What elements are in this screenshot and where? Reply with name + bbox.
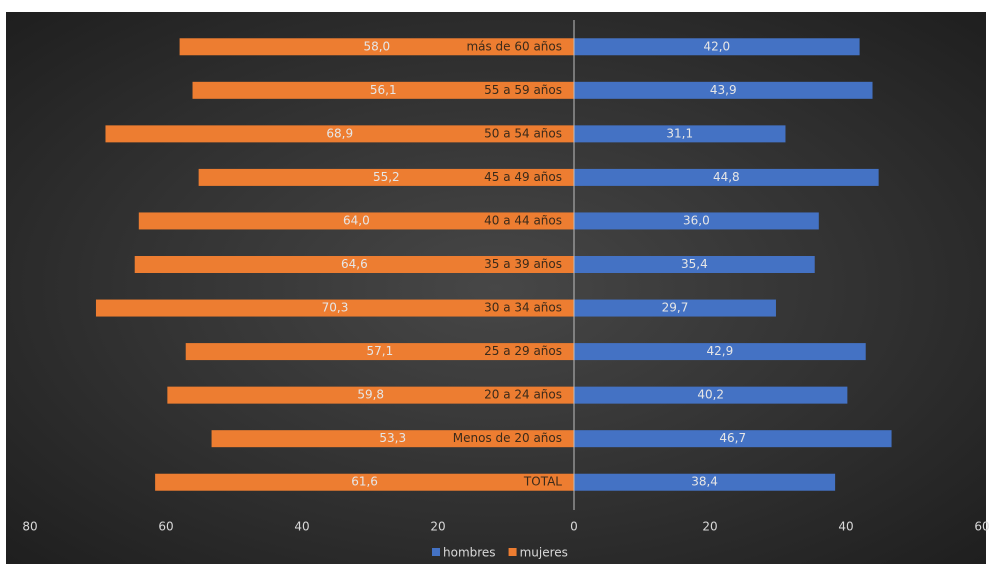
data-label: 70,3: [322, 301, 349, 315]
category-label: 45 a 49 años: [484, 170, 562, 184]
bar: [211, 430, 574, 448]
category-label: 30 a 34 años: [484, 301, 562, 315]
legend-label: mujeres: [520, 546, 568, 560]
data-label: 64,6: [341, 257, 368, 271]
data-label: 53,3: [379, 431, 406, 445]
bar: [574, 38, 860, 56]
data-label: 42,9: [707, 344, 734, 358]
bar: [574, 430, 892, 448]
chart-background: [6, 12, 986, 564]
data-label: 61,6: [351, 475, 378, 489]
bar: [167, 386, 575, 404]
bar: [155, 473, 574, 491]
legend-swatch: [432, 548, 440, 556]
bar: [105, 125, 574, 143]
bar: [138, 212, 575, 230]
data-label: 68,9: [326, 126, 353, 140]
legend-swatch: [508, 548, 517, 556]
data-label: 43,9: [710, 83, 737, 97]
data-label: 40,2: [697, 388, 724, 402]
x-tick-label: 60: [158, 520, 173, 534]
bar: [574, 256, 815, 273]
data-label: 29,7: [662, 301, 689, 315]
category-label: 25 a 29 años: [484, 344, 562, 358]
x-tick-label: 40: [838, 520, 853, 534]
bar: [574, 343, 866, 361]
bar: [574, 168, 879, 186]
x-tick-label: 60: [974, 520, 989, 534]
category-label: 20 a 24 años: [484, 388, 562, 402]
bar: [574, 212, 819, 230]
data-label: 59,8: [357, 388, 384, 402]
data-label: 64,0: [343, 213, 370, 227]
category-label: 55 a 59 años: [484, 83, 562, 97]
category-label: 50 a 54 años: [484, 126, 562, 140]
legend-label: hombres: [443, 546, 496, 560]
data-label: 35,4: [681, 257, 708, 271]
data-label: 42,0: [703, 39, 730, 53]
x-tick-label: 80: [22, 520, 37, 534]
data-label: 38,4: [691, 475, 718, 489]
data-label: 36,0: [683, 213, 710, 227]
category-label: Menos de 20 años: [453, 431, 562, 445]
data-label: 31,1: [666, 126, 693, 140]
data-label: 44,8: [713, 170, 740, 184]
bar: [192, 81, 574, 99]
category-label: más de 60 años: [466, 39, 562, 53]
bar: [574, 125, 786, 143]
data-label: 57,1: [367, 344, 394, 358]
bar: [185, 343, 574, 361]
bar: [574, 81, 873, 99]
category-label: 40 a 44 años: [484, 213, 562, 227]
x-tick-label: 40: [294, 520, 309, 534]
data-label: 58,0: [363, 39, 390, 53]
bar: [179, 38, 574, 56]
data-label: 56,1: [370, 83, 397, 97]
category-label: 35 a 39 años: [484, 257, 562, 271]
x-tick-label: 20: [702, 520, 717, 534]
data-label: 46,7: [719, 431, 746, 445]
bar: [95, 299, 575, 317]
data-label: 55,2: [373, 170, 400, 184]
bar: [574, 473, 836, 491]
bar: [134, 256, 574, 273]
x-tick-label: 0: [570, 520, 578, 534]
x-tick-label: 20: [430, 520, 445, 534]
bar: [574, 386, 848, 404]
category-label: TOTAL: [523, 475, 562, 489]
bar: [574, 299, 776, 317]
bar: [198, 168, 574, 186]
